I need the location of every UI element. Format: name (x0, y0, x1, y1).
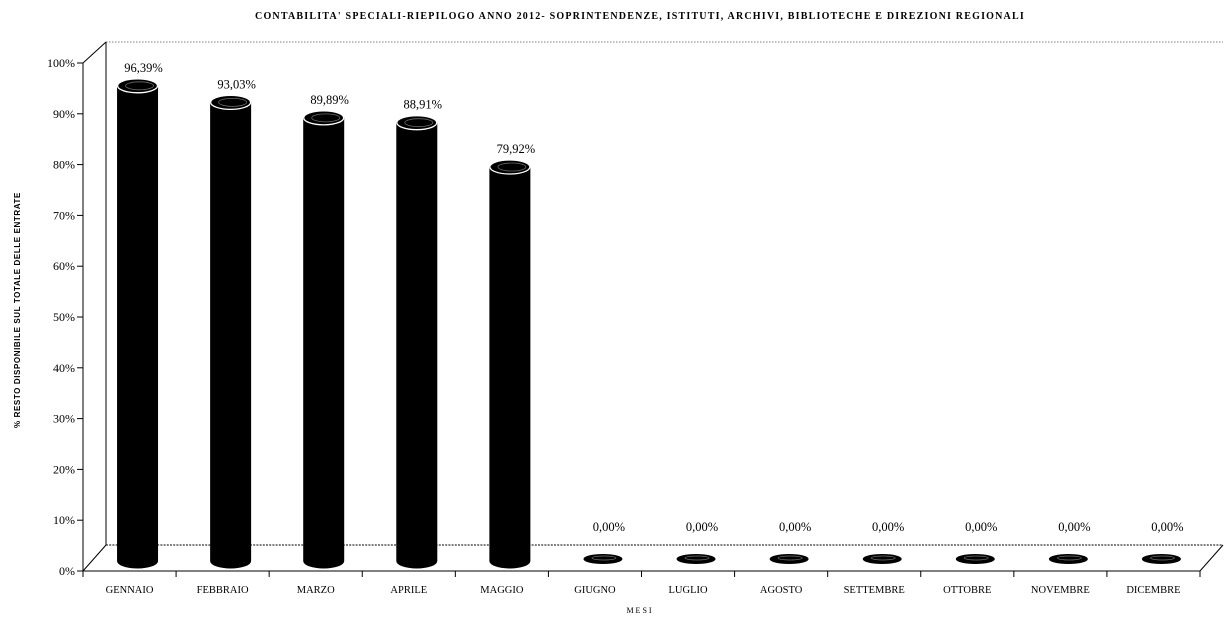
y-tick-label: 70% (53, 208, 75, 222)
floor-right-edge (1199, 544, 1224, 572)
data-label: 96,39% (124, 61, 163, 75)
y-tick-label: 60% (53, 259, 75, 273)
data-label: 0,00% (1058, 520, 1090, 534)
data-label: 0,00% (779, 520, 811, 534)
bar-gennaio (116, 78, 159, 569)
bar-top (116, 78, 159, 94)
x-tick-label: APRILE (390, 585, 427, 596)
x-tick-label: AGOSTO (760, 585, 803, 596)
bar-base-highlight (591, 555, 617, 561)
bar-dicembre (1141, 554, 1181, 564)
x-axis-ticks: GENNAIO FEBBRAIO MARZO APRILE MAGGIO GIUGNO LU… (82, 571, 1201, 596)
bar-top-highlight (404, 118, 434, 128)
top-depth-edge (82, 41, 107, 64)
bar-top-highlight (497, 162, 527, 172)
bar-top-highlight (125, 81, 154, 91)
x-tick-label: MAGGIO (480, 585, 524, 596)
y-tick-label: 30% (53, 412, 75, 426)
bar-base-highlight (963, 555, 989, 561)
bar-top (209, 94, 252, 111)
x-tick-label: OTTOBRE (943, 585, 991, 596)
bar-base-highlight (870, 555, 896, 561)
data-labels: 96,39% 93,03% 89,89% 88,91% 79,92% 0,00% 0,00%… (124, 61, 1183, 534)
data-label: 89,89% (310, 93, 349, 107)
data-label: 93,03% (217, 77, 256, 91)
y-tick-label: 80% (53, 158, 75, 172)
bar-base-highlight (1150, 555, 1175, 561)
bar-aprile (396, 115, 438, 569)
x-tick-label: GIUGNO (574, 585, 616, 596)
x-tick-label: DICEMBRE (1126, 585, 1180, 596)
data-label: 0,00% (1151, 520, 1183, 534)
x-tick-label: LUGLIO (669, 585, 708, 596)
bar-base-highlight (1057, 555, 1082, 561)
bar-settembre (862, 554, 902, 564)
y-tick-label: 90% (53, 107, 75, 121)
data-label: 0,00% (872, 520, 904, 534)
bar-top (489, 159, 531, 175)
bar-novembre (1048, 554, 1088, 564)
bar-maggio (489, 159, 531, 569)
bar-base-highlight (684, 555, 710, 561)
chart-frame (82, 41, 1224, 572)
bar-marzo (303, 110, 345, 569)
bar-luglio (676, 554, 716, 564)
y-tick-label: 40% (53, 361, 75, 375)
bar-ottobre (955, 554, 995, 564)
x-axis-label: MESI (626, 606, 653, 615)
y-axis-ticks: 0% 10% 20% 30% 40% 50% 60% 70% 80% 90% 100% (47, 56, 83, 578)
y-axis-label: % RESTO DISPONIBILE SUL TOTALE DELLE ENT… (13, 192, 22, 428)
data-label: 0,00% (593, 520, 625, 534)
floor-left-edge (82, 544, 107, 572)
x-tick-label: GENNAIO (106, 585, 154, 596)
bar-top (396, 115, 438, 131)
chart-title: CONTABILITA' SPECIALI-RIEPILOGO ANNO 201… (255, 11, 1025, 22)
y-tick-label: 50% (53, 310, 75, 324)
bar-body (303, 117, 345, 569)
x-tick-label: SETTEMBRE (844, 585, 905, 596)
data-label: 88,91% (404, 98, 443, 112)
bar-body (489, 166, 531, 569)
bar-body (396, 122, 438, 569)
bar-agosto (769, 554, 809, 564)
bar-top (303, 110, 345, 126)
data-label: 0,00% (965, 520, 997, 534)
bar-top-highlight (218, 97, 248, 107)
x-tick-label: FEBBRAIO (197, 585, 249, 596)
y-tick-label: 0% (59, 564, 75, 578)
bar-body (117, 85, 159, 569)
bar-febbraio (209, 94, 252, 569)
x-tick-label: MARZO (297, 585, 335, 596)
y-tick-label: 100% (47, 56, 75, 70)
bar-base-highlight (777, 555, 803, 561)
bar-body (210, 101, 252, 569)
bars (116, 78, 1181, 569)
bar-giugno (583, 554, 623, 564)
data-label: 0,00% (686, 520, 718, 534)
bar-top-highlight (311, 113, 341, 123)
y-tick-label: 20% (53, 462, 75, 476)
y-tick-label: 10% (53, 513, 75, 527)
x-tick-label: NOVEMBRE (1031, 585, 1090, 596)
data-label: 79,92% (497, 142, 536, 156)
